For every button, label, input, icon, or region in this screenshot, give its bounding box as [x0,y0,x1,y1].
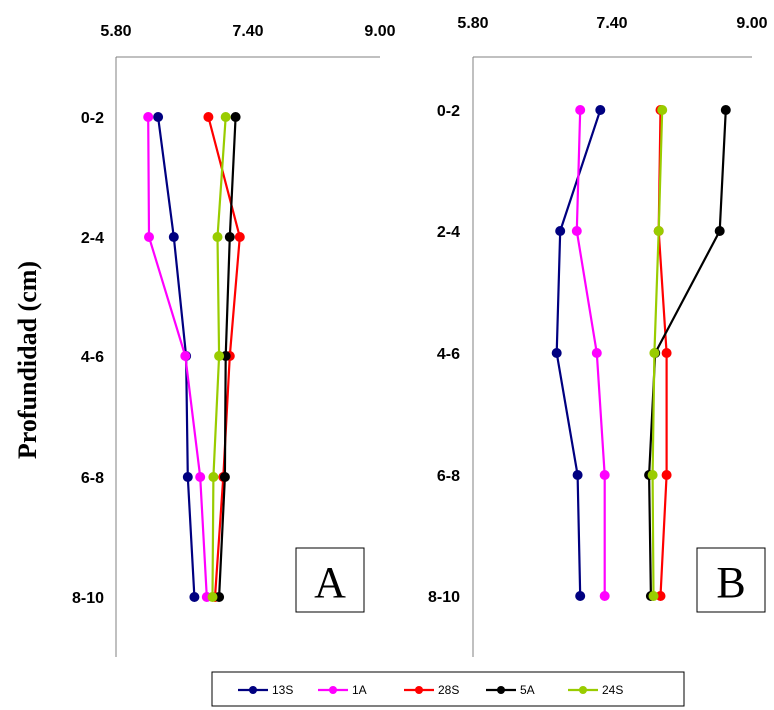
panel-a-point-28s-0 [203,112,214,122]
panel-b-point-5a-1 [714,226,725,236]
panel-a-point-5a-0 [230,112,241,122]
panel-b-depth-label-1: 2-4 [437,224,460,241]
panel-a-depth-label-1: 2-4 [81,230,104,247]
legend-marker-28s [415,686,423,694]
panel-a-point-24s-0 [220,112,231,122]
legend-label-13s: 13S [272,683,293,697]
legend-marker-24s [579,686,587,694]
panel-b-letter-box: B [696,547,766,613]
panel-b-point-24s-2 [649,348,660,358]
panel-a-point-13s-3 [182,472,193,482]
panel-a-line-1a [147,116,208,598]
panel-a-point-1a-2 [180,351,191,361]
panel-a-xtick-0: 5.80 [100,23,131,40]
legend: 13S 1A 28S 5A 24S [211,671,685,707]
panel-b-series [551,105,731,601]
legend-label-1a: 1A [352,683,367,697]
panel-b-point-13s-1 [555,226,566,236]
panel-b-depth-label-2: 4-6 [437,346,460,363]
panel-a-point-1a-1 [144,232,154,242]
panel-a-depth-label-0: 0-2 [81,110,104,127]
panel-b-point-1a-4 [599,591,610,601]
panel-a-point-24s-2 [214,351,225,361]
panel-a-point-24s-4 [207,592,218,602]
panel-b-point-24s-4 [648,591,659,601]
panel-a-xtick-2: 9.00 [364,23,395,40]
panel-b-point-13s-4 [575,591,586,601]
panel-b-point-1a-3 [599,470,610,480]
panel-b-axes [472,56,752,657]
panel-a-letter-box: A [295,547,365,613]
panel-a-point-28s-1 [234,232,245,242]
panel-a-point-1a-3 [195,472,206,482]
panel-b-point-24s-3 [647,470,658,480]
panel-b-xtick-2: 9.00 [736,15,767,32]
legend-marker-5a [497,686,505,694]
panel-b-point-5a-0 [720,105,731,115]
panel-a-point-1a-0 [143,112,154,122]
panel-b-depth-label-0: 0-2 [437,103,460,120]
y-axis-label: Profundidad (cm) [13,261,42,459]
panel-b-point-28s-3 [661,470,672,480]
panel-b-point-28s-4 [655,591,666,601]
panel-b-point-1a-0 [575,105,586,115]
panel-a-xtick-1: 7.40 [232,23,263,40]
panel-b-depth-label-4: 8-10 [428,589,460,606]
panel-b-point-28s-2 [661,348,672,358]
panel-a-point-13s-0 [153,112,164,122]
panel-a-point-5a-3 [219,472,230,482]
legend-label-28s: 28S [438,683,459,697]
legend-marker-1a [329,686,337,694]
panel-b-xtick-1: 7.40 [596,15,627,32]
legend-box [211,671,685,707]
panel-b-depth-label-3: 6-8 [437,468,460,485]
panel-b-letter: B [716,558,745,607]
panel-b-point-13s-2 [551,348,562,358]
panel-a-depth-label-3: 6-8 [81,470,104,487]
panel-b-xtick-0: 5.80 [457,15,488,32]
panel-a-letter: A [314,558,346,607]
panel-b-point-13s-3 [572,470,583,480]
panel-a-point-24s-3 [208,472,219,482]
panel-b-point-24s-1 [653,226,664,236]
panel-a-axes [115,56,380,657]
panel-b-point-1a-1 [571,226,582,236]
panel-b-point-24s-0 [657,105,668,115]
panel-a-depth-label-4: 8-10 [72,590,104,607]
panel-b-point-13s-0 [595,105,606,115]
panel-a-point-13s-1 [168,232,179,242]
panel-a-point-24s-1 [212,232,223,242]
legend-label-24s: 24S [602,683,623,697]
panel-b-point-1a-2 [591,348,602,358]
panel-a-depth-label-2: 4-6 [81,349,104,366]
panel-a-point-13s-4 [189,592,200,602]
panel-a-point-5a-1 [224,232,235,242]
legend-label-5a: 5A [520,683,535,697]
panel-a-series [143,112,245,602]
legend-marker-13s [249,686,257,694]
